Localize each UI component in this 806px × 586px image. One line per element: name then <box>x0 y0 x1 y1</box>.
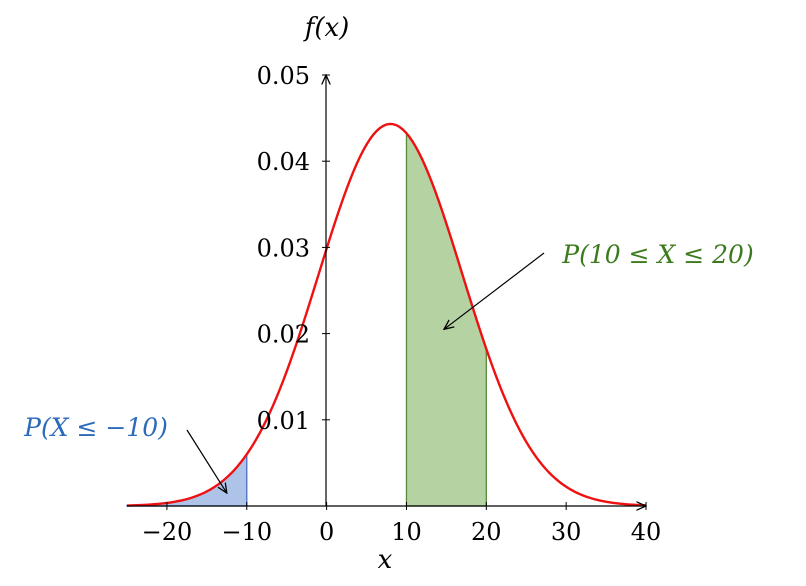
y-tick-label: 0.02 <box>257 321 310 349</box>
annotations: P(X ≤ −10) P(10 ≤ X ≤ 20) <box>23 240 754 493</box>
axes <box>127 75 646 510</box>
x-tick-label: −20 <box>142 518 193 546</box>
region-arrow-2 <box>444 252 545 329</box>
tick-labels: −20 −10 0 10 20 30 40 0.01 0.02 0.03 0.04 0.05 <box>142 62 662 546</box>
region-label-1: P(X ≤ −10) <box>23 413 168 442</box>
y-tick-label: 0.05 <box>257 62 310 90</box>
density-curve <box>126 122 647 507</box>
x-tick-label: 0 <box>319 518 334 546</box>
shaded-region-2 <box>405 131 487 507</box>
x-tick-label: 10 <box>391 518 422 546</box>
y-tick-label: 0.01 <box>257 407 310 435</box>
density-curve-group <box>126 122 647 507</box>
region-label-2: P(10 ≤ X ≤ 20) <box>561 240 753 269</box>
y-tick-label: 0.04 <box>257 148 310 176</box>
x-tick-label: 20 <box>471 518 502 546</box>
y-axis-title: f(x) <box>303 13 350 43</box>
x-tick-label: −10 <box>221 518 272 546</box>
region-arrow-1 <box>186 429 227 493</box>
y-tick-label: 0.03 <box>257 234 310 262</box>
x-tick-label: 40 <box>631 518 662 546</box>
x-axis-title: x <box>378 545 393 575</box>
x-tick-label: 30 <box>551 518 582 546</box>
